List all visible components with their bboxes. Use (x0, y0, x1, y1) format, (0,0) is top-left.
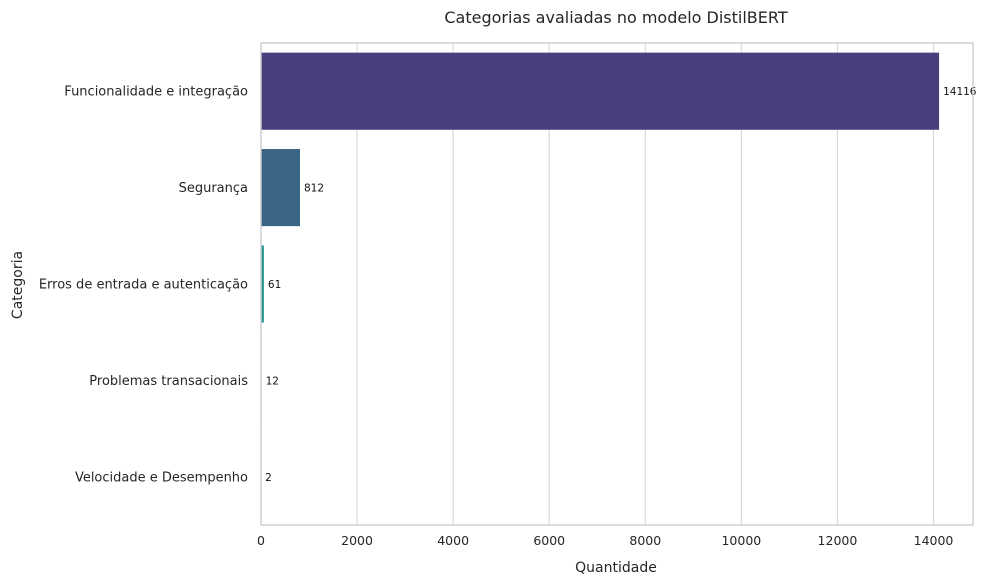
x-axis-label: Quantidade (575, 560, 657, 576)
bar-data-label: 12 (266, 375, 279, 387)
chart-title: Categorias avaliadas no modelo DistilBER… (444, 8, 787, 27)
x-tick-label: 12000 (818, 533, 858, 548)
x-tick-label: 6000 (533, 533, 565, 548)
x-tick-label: 0 (257, 533, 265, 548)
data-labels: 14116 812 61 12 2 (265, 86, 977, 484)
y-category-label: Erros de entrada e autenticação (39, 278, 248, 293)
x-tick-label: 10000 (721, 533, 761, 548)
bar (261, 53, 939, 130)
y-category-label: Problemas transacionais (89, 374, 248, 389)
x-axis-ticks: 0 2000 4000 6000 8000 10000 12000 14000 (257, 533, 953, 548)
bar-data-label: 14116 (943, 86, 977, 98)
x-tick-label: 4000 (437, 533, 469, 548)
y-axis-categories: Funcionalidade e integração Segurança Erro… (39, 85, 248, 486)
bar-data-label: 812 (304, 183, 324, 195)
y-category-label: Velocidade e Desempenho (75, 470, 248, 485)
y-category-label: Segurança (179, 181, 248, 196)
y-axis-label: Categoria (10, 251, 26, 319)
x-tick-label: 8000 (629, 533, 661, 548)
x-tick-label: 2000 (341, 533, 373, 548)
bar-data-label: 61 (268, 279, 281, 291)
y-category-label: Funcionalidade e integração (64, 85, 248, 100)
bar-data-label: 2 (265, 472, 272, 484)
x-tick-label: 14000 (914, 533, 954, 548)
bar (261, 149, 300, 226)
